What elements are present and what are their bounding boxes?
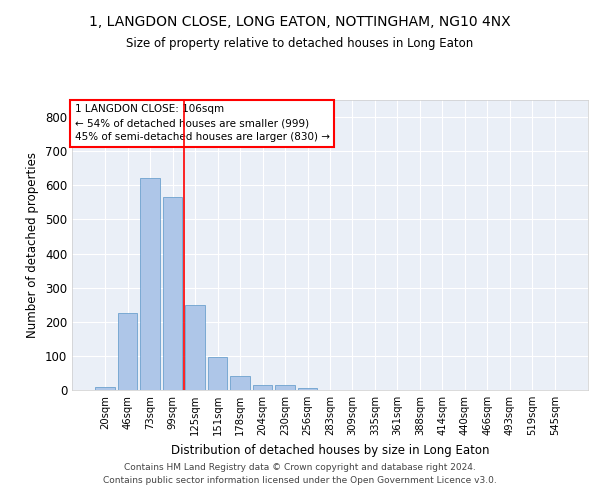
Bar — [298, 388, 317, 390]
Bar — [185, 304, 205, 390]
Text: 1, LANGDON CLOSE, LONG EATON, NOTTINGHAM, NG10 4NX: 1, LANGDON CLOSE, LONG EATON, NOTTINGHAM… — [89, 15, 511, 29]
Bar — [253, 384, 272, 390]
Bar — [95, 386, 115, 390]
Bar — [163, 197, 182, 390]
Y-axis label: Number of detached properties: Number of detached properties — [26, 152, 40, 338]
Bar — [230, 376, 250, 390]
Bar — [275, 384, 295, 390]
Text: 1 LANGDON CLOSE: 106sqm
← 54% of detached houses are smaller (999)
45% of semi-d: 1 LANGDON CLOSE: 106sqm ← 54% of detache… — [74, 104, 329, 142]
Text: Size of property relative to detached houses in Long Eaton: Size of property relative to detached ho… — [127, 38, 473, 51]
Text: Contains HM Land Registry data © Crown copyright and database right 2024.
Contai: Contains HM Land Registry data © Crown c… — [103, 463, 497, 485]
Bar — [140, 178, 160, 390]
Bar — [118, 313, 137, 390]
X-axis label: Distribution of detached houses by size in Long Eaton: Distribution of detached houses by size … — [171, 444, 489, 456]
Bar — [208, 357, 227, 390]
